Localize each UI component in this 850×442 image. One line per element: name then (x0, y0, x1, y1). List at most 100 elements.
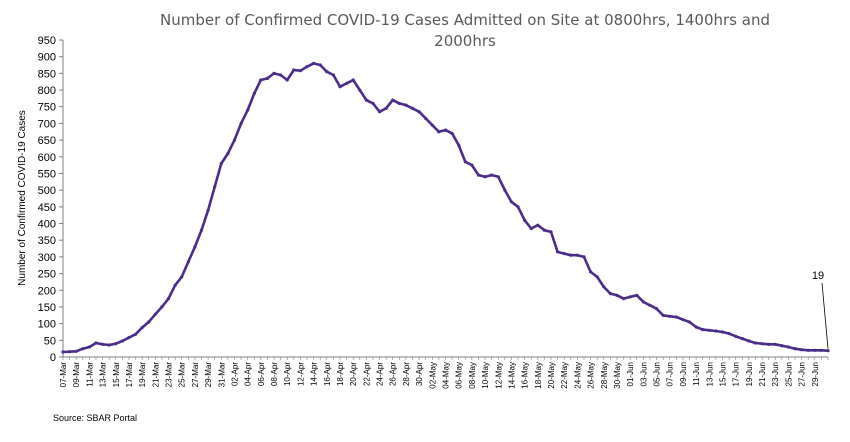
annotation-label: 19 (812, 270, 824, 282)
y-tick-label: 450 (38, 202, 56, 214)
data-point (318, 63, 322, 67)
x-tick-label: 24-May (573, 362, 582, 389)
data-point (114, 342, 118, 346)
data-point (628, 295, 632, 299)
data-point (457, 143, 461, 147)
data-point (437, 130, 441, 134)
data-point (226, 151, 230, 156)
data-point (140, 326, 144, 330)
series-line (61, 62, 830, 354)
y-tick-label: 900 (38, 52, 56, 64)
data-point (767, 342, 771, 346)
x-tick-label: 28-Apr (402, 362, 411, 386)
data-point (246, 108, 250, 112)
x-tick-label: 12-Apr (296, 362, 305, 386)
x-tick-label: 21-Jun (758, 362, 767, 386)
data-point (582, 255, 586, 259)
source-note: Source: SBAR Portal (53, 413, 137, 423)
x-tick-label: 13-Jun (705, 362, 714, 386)
data-point (160, 305, 164, 309)
data-point (364, 98, 368, 102)
x-tick-label: 29-Jun (811, 362, 820, 386)
data-point (351, 78, 355, 82)
data-point (608, 292, 613, 296)
x-tick-label: 17-Jun (732, 362, 741, 386)
data-point (463, 160, 467, 164)
data-point (707, 328, 711, 332)
x-tick-label: 16-May (521, 362, 530, 389)
data-point (635, 293, 639, 297)
x-tick-label: 25-Mar (178, 362, 187, 388)
data-point (786, 345, 791, 349)
data-point (147, 320, 151, 324)
data-point (496, 175, 500, 179)
data-point (358, 88, 362, 92)
data-point (101, 342, 105, 346)
x-tick-label: 08-Apr (270, 362, 279, 386)
x-tick-label: 04-May (442, 362, 451, 389)
data-point (417, 110, 421, 114)
data-point (668, 314, 672, 318)
x-tick-label: 04-Apr (244, 362, 253, 386)
x-axis: 07-Mar 09-Mar 11-Mar 13-Mar 15-Mar 17-Mar 19-M… (59, 356, 829, 389)
data-point (819, 348, 824, 352)
data-point (523, 218, 527, 222)
data-point (615, 293, 619, 297)
x-tick-label: 13-Mar (99, 362, 108, 388)
data-point (285, 78, 289, 82)
x-tick-label: 26-Apr (389, 362, 398, 386)
data-point (127, 336, 131, 340)
data-point (279, 73, 283, 77)
y-tick-label: 50 (44, 335, 56, 347)
data-point (589, 270, 593, 274)
data-point (536, 223, 540, 227)
y-tick-label: 200 (38, 285, 56, 297)
y-tick-label: 300 (38, 252, 56, 264)
x-tick-label: 15-Mar (112, 362, 121, 388)
data-point (503, 188, 507, 192)
data-point (509, 200, 513, 204)
x-tick-label: 06-May (455, 362, 464, 389)
data-point (325, 70, 329, 74)
data-point (213, 185, 217, 189)
data-point (120, 339, 124, 343)
x-tick-label: 19-Jun (745, 362, 754, 386)
x-tick-label: 02-May (428, 362, 437, 389)
data-point (68, 350, 72, 354)
data-point (727, 332, 731, 336)
data-point (556, 250, 560, 254)
data-point (793, 347, 797, 351)
annotation-leader-line (821, 282, 829, 349)
data-point (206, 208, 210, 212)
x-tick-label: 11-Mar (85, 362, 94, 387)
data-point (483, 175, 487, 179)
x-tick-label: 12-May (494, 362, 503, 389)
data-point (338, 85, 342, 89)
x-tick-label: 20-Apr (349, 362, 358, 386)
x-tick-label: 14-May (507, 362, 516, 389)
y-tick-label: 800 (38, 85, 56, 97)
data-point (443, 128, 448, 132)
data-point (661, 313, 665, 317)
y-axis: 0 50 100 150 200 250 300 350 400 450 500 550 600 650 7… (38, 35, 64, 364)
x-tick-label: 30-May (613, 362, 622, 389)
data-point (232, 138, 237, 142)
data-point (397, 101, 401, 105)
x-tick-label: 22-May (560, 362, 569, 389)
y-tick-label: 500 (38, 185, 56, 197)
data-point (199, 228, 204, 232)
data-point (252, 91, 256, 95)
data-point (219, 161, 223, 166)
data-point (800, 348, 804, 352)
data-point (371, 101, 375, 105)
data-point (681, 318, 685, 322)
data-point (81, 347, 85, 351)
data-point (490, 173, 494, 177)
x-tick-label: 07-Mar (59, 362, 68, 388)
x-tick-label: 24-Apr (376, 362, 385, 386)
y-tick-label: 650 (38, 135, 56, 147)
data-point (516, 205, 520, 209)
data-point (826, 349, 830, 353)
